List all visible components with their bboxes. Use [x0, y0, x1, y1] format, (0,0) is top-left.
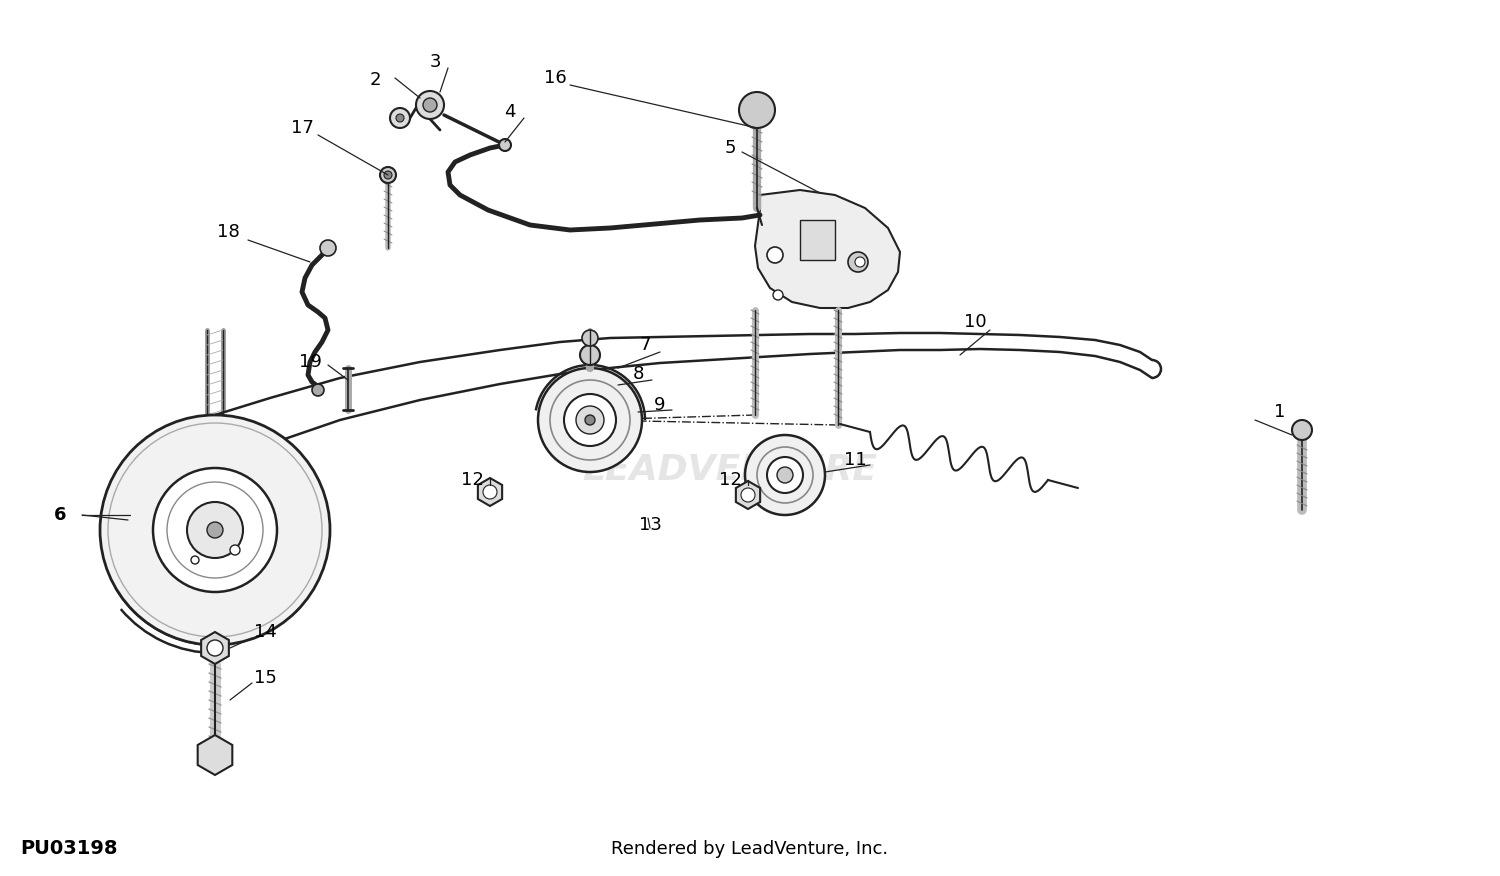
Circle shape — [500, 139, 512, 151]
Text: 12: 12 — [460, 471, 483, 489]
Circle shape — [576, 406, 604, 434]
Circle shape — [100, 415, 330, 645]
Polygon shape — [800, 220, 836, 260]
Text: Rendered by LeadVenture, Inc.: Rendered by LeadVenture, Inc. — [612, 840, 888, 858]
Circle shape — [758, 447, 813, 503]
Text: 14: 14 — [254, 623, 276, 641]
Circle shape — [390, 108, 410, 128]
Circle shape — [746, 435, 825, 515]
Circle shape — [741, 488, 754, 502]
Text: 16: 16 — [543, 69, 567, 87]
Text: 19: 19 — [298, 353, 321, 371]
Text: 15: 15 — [254, 669, 276, 687]
Text: 8: 8 — [633, 365, 644, 383]
Circle shape — [777, 467, 794, 483]
Circle shape — [564, 394, 616, 446]
Polygon shape — [754, 190, 900, 308]
Circle shape — [207, 640, 224, 656]
Text: 1: 1 — [1275, 403, 1286, 421]
Circle shape — [312, 384, 324, 396]
Text: PU03198: PU03198 — [20, 839, 117, 858]
Text: 5: 5 — [724, 139, 735, 157]
Circle shape — [585, 415, 596, 425]
Circle shape — [580, 345, 600, 365]
Circle shape — [855, 257, 865, 267]
Text: 4: 4 — [504, 103, 516, 121]
Circle shape — [423, 98, 436, 112]
Circle shape — [772, 290, 783, 300]
Text: 10: 10 — [963, 313, 987, 331]
Circle shape — [538, 368, 642, 472]
Circle shape — [416, 91, 444, 119]
Circle shape — [483, 485, 496, 499]
Circle shape — [582, 330, 598, 346]
Circle shape — [190, 556, 200, 564]
Text: 3: 3 — [429, 53, 441, 71]
Circle shape — [550, 380, 630, 460]
Circle shape — [380, 167, 396, 183]
Text: 2: 2 — [369, 71, 381, 89]
Polygon shape — [214, 333, 1152, 460]
Circle shape — [384, 171, 392, 179]
Text: 18: 18 — [216, 223, 240, 241]
Circle shape — [230, 545, 240, 555]
Circle shape — [153, 468, 278, 592]
Circle shape — [207, 522, 224, 538]
Circle shape — [1292, 420, 1312, 440]
Circle shape — [188, 502, 243, 558]
Text: 6: 6 — [54, 506, 66, 524]
Circle shape — [740, 92, 776, 128]
Circle shape — [766, 457, 802, 493]
Circle shape — [396, 114, 404, 122]
Circle shape — [320, 240, 336, 256]
Text: 12: 12 — [718, 471, 741, 489]
Circle shape — [847, 252, 868, 272]
Circle shape — [766, 247, 783, 263]
Text: 9: 9 — [654, 396, 666, 414]
Circle shape — [166, 482, 262, 578]
Text: LEADVENTURE: LEADVENTURE — [582, 453, 878, 487]
Text: 7: 7 — [639, 336, 651, 354]
Text: 13: 13 — [639, 516, 662, 534]
Text: 11: 11 — [843, 451, 867, 469]
Circle shape — [108, 423, 322, 637]
Text: 17: 17 — [291, 119, 314, 137]
